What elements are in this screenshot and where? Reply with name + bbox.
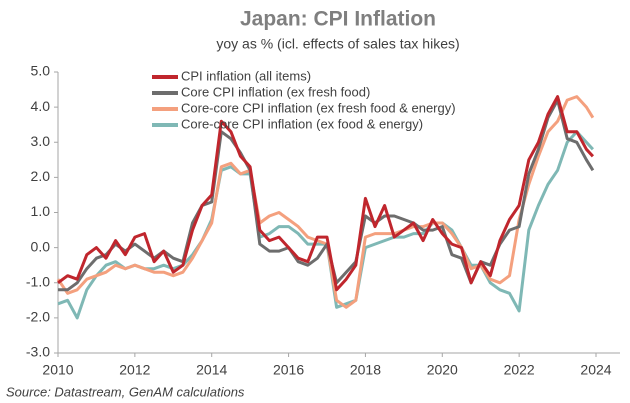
y-tick-label: -2.0	[26, 309, 50, 325]
legend-label: Core-core CPI inflation (ex food & energ…	[181, 116, 423, 131]
x-tick-label: 2010	[42, 362, 73, 378]
y-tick-label: 1.0	[31, 203, 51, 219]
legend-label: Core CPI inflation (ex fresh food)	[181, 84, 370, 99]
x-tick-label: 2012	[119, 362, 150, 378]
series-line	[57, 130, 594, 320]
y-tick-label: 3.0	[31, 133, 51, 149]
y-tick-label: 0.0	[31, 238, 51, 254]
y-tick-label: -3.0	[26, 344, 50, 360]
chart-title: Japan: CPI Inflation	[240, 8, 436, 31]
x-tick-label: 2024	[580, 362, 611, 378]
x-tick-label: 2014	[196, 362, 227, 378]
y-tick-label: 2.0	[31, 168, 51, 184]
x-tick-label: 2018	[350, 362, 381, 378]
x-tick-label: 2022	[504, 362, 535, 378]
series-line	[57, 95, 594, 292]
y-tick-label: 5.0	[31, 63, 51, 79]
y-tick-label: -1.0	[26, 273, 50, 289]
source-note: Source: Datastream, GenAM calculations	[6, 384, 245, 399]
chart-subtitle: yoy as % (icl. effects of sales tax hike…	[216, 36, 459, 52]
legend-label: Core-core CPI inflation (ex fresh food &…	[181, 100, 456, 115]
x-tick-label: 2020	[427, 362, 458, 378]
x-tick-label: 2016	[273, 362, 304, 378]
y-tick-label: 4.0	[31, 98, 51, 114]
legend-label: CPI inflation (all items)	[181, 68, 311, 83]
